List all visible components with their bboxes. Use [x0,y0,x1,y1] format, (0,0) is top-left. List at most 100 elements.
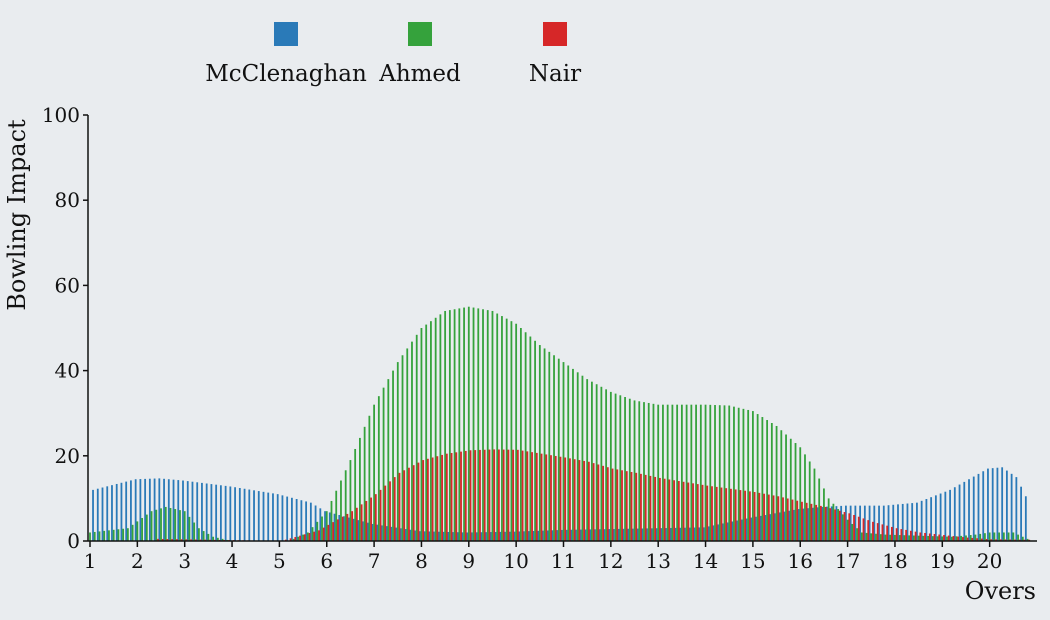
bar-ahmed [856,528,858,541]
bar-ahmed [207,533,210,541]
bar-mcclenaghan [750,517,753,541]
bar-nair [303,534,306,541]
bar-ahmed [463,307,465,541]
bar-mcclenaghan [579,529,582,541]
bar-nair [587,461,590,541]
x-tick-label: 15 [740,549,765,573]
bar-mcclenaghan [958,484,961,541]
bar-ahmed [794,443,797,541]
bar-ahmed [752,411,754,541]
bar-ahmed [775,425,778,541]
bar-mcclenaghan [452,532,454,541]
bar-nair [952,536,955,541]
bar-mcclenaghan [158,478,161,541]
bar-mcclenaghan [238,488,241,541]
bar-nair [966,537,969,541]
bar-ahmed [316,521,319,541]
bar-mcclenaghan [821,506,824,541]
bar-ahmed [633,400,636,541]
bar-nair [734,489,737,541]
bar-mcclenaghan [949,489,951,541]
bar-ahmed [600,386,603,541]
bar-mcclenaghan [376,524,379,541]
bar-ahmed [439,314,442,541]
bar-ahmed [609,391,612,541]
bar-ahmed [406,348,409,541]
bar-nair [810,503,813,541]
bar-mcclenaghan [740,519,743,541]
bar-mcclenaghan [655,528,658,541]
bar-nair [791,499,794,541]
bar-ahmed [505,318,508,541]
bar-ahmed [434,317,437,541]
bar-mcclenaghan [343,516,345,541]
bar-mcclenaghan [347,517,350,541]
bar-ahmed [823,488,825,541]
bar-nair [190,539,193,541]
bar-nair [611,468,614,541]
bar-ahmed [420,328,423,541]
bar-ahmed [363,426,366,541]
bar-nair [659,477,661,541]
bar-nair [933,534,936,541]
bar-nair [919,532,922,541]
bar-ahmed [761,417,764,541]
bar-ahmed [557,358,560,541]
bar-nair [616,469,619,541]
bar-nair [1004,539,1007,541]
bar-ahmed [448,310,451,541]
bar-mcclenaghan [873,505,876,541]
bar-mcclenaghan [792,509,795,541]
legend-swatch-ahmed [408,22,432,46]
bar-ahmed [136,521,139,541]
bar-nair [843,512,846,541]
y-tick-label: 80 [55,188,80,212]
bar-mcclenaghan [395,527,397,541]
bar-mcclenaghan [380,525,383,541]
bar-mcclenaghan [305,501,308,541]
bar-mcclenaghan [783,511,786,541]
bar-nair [412,465,415,541]
bar-nair [682,481,685,541]
bar-ahmed [841,514,844,541]
bar-mcclenaghan [399,528,402,541]
bar-nair [962,537,964,541]
bar-nair [886,525,889,541]
bar-nair [426,458,429,541]
bar-nair [767,494,770,541]
bar-mcclenaghan [887,505,890,541]
bar-ahmed [728,405,731,541]
bar-mcclenaghan [849,505,852,541]
bar-nair [786,498,789,541]
bar-nair [535,452,538,541]
bar-ahmed [534,340,536,541]
bar-ahmed [865,532,868,541]
bar-nair [521,450,524,541]
bar-mcclenaghan [901,503,904,541]
bar-mcclenaghan [712,525,715,541]
legend-label-ahmed: Ahmed [378,61,461,87]
bar-ahmed [1007,532,1010,541]
bar-ahmed [562,362,565,541]
y-tick-label: 40 [55,359,80,383]
bar-mcclenaghan [977,473,980,541]
bar-ahmed [387,379,390,541]
bar-mcclenaghan [480,532,483,541]
bar-mcclenaghan [968,479,970,541]
x-axis-label: Overs [965,577,1036,605]
bar-nair [194,539,197,541]
bar-ahmed [354,448,357,541]
bar-mcclenaghan [594,529,596,541]
bar-nair [644,474,647,541]
bar-nair [483,449,486,541]
bar-ahmed [325,511,328,541]
bar-mcclenaghan [987,468,989,541]
bar-ahmed [1026,538,1029,541]
bar-mcclenaghan [442,531,445,541]
bar-ahmed [164,506,167,541]
bar-nair [957,536,960,541]
legend-label-mcclenaghan: McClenaghan [205,61,367,87]
bar-ahmed [183,511,186,541]
bar-ahmed [685,404,688,541]
bar-mcclenaghan [584,529,587,541]
